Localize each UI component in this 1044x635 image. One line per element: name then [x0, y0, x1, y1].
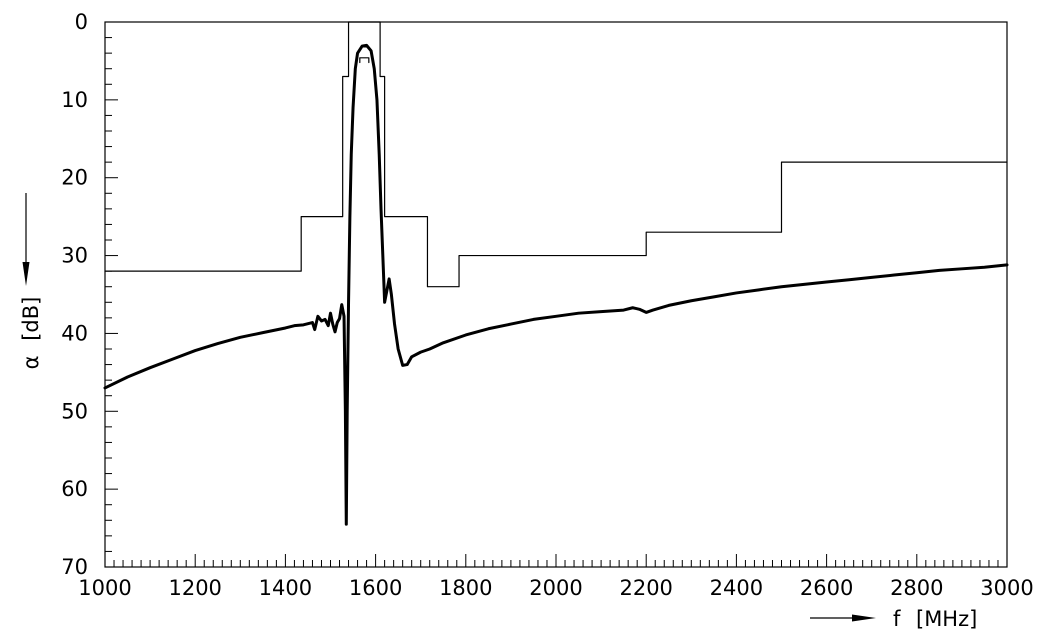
- x-tick-label: 1800: [439, 576, 492, 600]
- y-tick-label: 40: [61, 321, 88, 345]
- x-tick-label: 2800: [890, 576, 943, 600]
- y-axis-unit: [dB]: [19, 297, 43, 341]
- x-tick-label: 3000: [980, 576, 1033, 600]
- x-axis-unit: [MHz]: [916, 607, 977, 631]
- y-tick-label: 70: [61, 555, 88, 579]
- y-tick-label: 10: [61, 88, 88, 112]
- y-axis-arrow: [22, 193, 30, 286]
- x-tick-label: 1600: [349, 576, 402, 600]
- y-tick-label: 20: [61, 166, 88, 190]
- x-tick-label: 2600: [800, 576, 853, 600]
- x-axis-arrow: [810, 614, 876, 622]
- x-tick-label: 1200: [168, 576, 221, 600]
- y-tick-label: 60: [61, 477, 88, 501]
- series-layer: [103, 21, 1009, 526]
- y-axis-symbol: α: [19, 355, 43, 369]
- y-axis-label: α [dB]: [19, 297, 43, 370]
- mask-line: [104, 21, 1008, 288]
- x-tick-label: 2200: [619, 576, 672, 600]
- x-tick-label: 2400: [710, 576, 763, 600]
- x-tick-label: 1400: [259, 576, 312, 600]
- x-tick-label: 1000: [78, 576, 131, 600]
- measured-curve: [103, 43, 1009, 526]
- y-tick-label: 0: [75, 10, 88, 34]
- x-tick-label: 2000: [529, 576, 582, 600]
- passband-marker: [359, 57, 370, 64]
- plot-frame: [104, 21, 1008, 568]
- y-tick-label: 50: [61, 399, 88, 423]
- y-tick-label: 30: [61, 244, 88, 268]
- x-axis-symbol: f: [893, 607, 901, 631]
- labels-layer: α [dB] f [MHz]: [19, 193, 977, 631]
